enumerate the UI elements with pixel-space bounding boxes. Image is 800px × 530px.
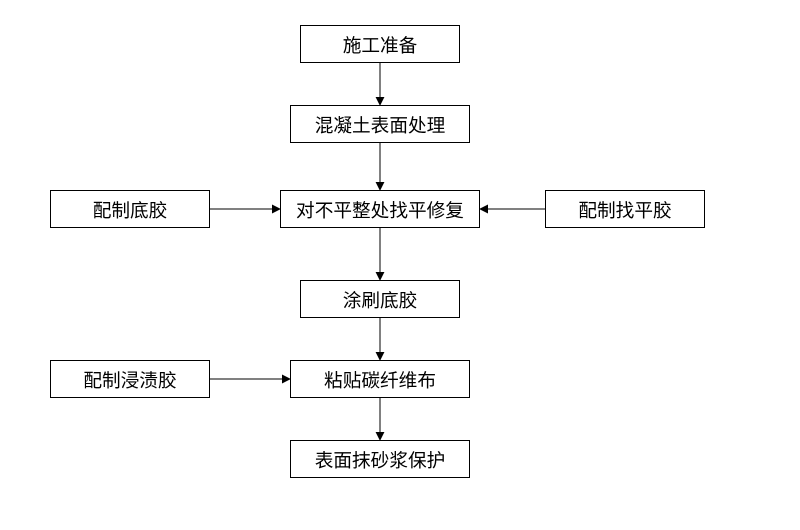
- flowchart-node-n1: 施工准备: [300, 25, 460, 63]
- flowchart-node-n6: 表面抹砂浆保护: [290, 440, 470, 478]
- flowchart-node-n4: 涂刷底胶: [300, 280, 460, 318]
- flowchart-node-label: 配制浸渍胶: [83, 366, 176, 393]
- flowchart-node-label: 施工准备: [343, 31, 418, 58]
- flowchart-node-label: 涂刷底胶: [343, 286, 418, 313]
- flowchart-node-n2: 混凝土表面处理: [290, 105, 470, 143]
- flowchart-node-label: 表面抹砂浆保护: [315, 446, 446, 473]
- flowchart-node-label: 对不平整处找平修复: [296, 196, 464, 223]
- flowchart-node-label: 粘贴碳纤维布: [324, 366, 436, 393]
- flowchart-node-label: 配制底胶: [93, 196, 168, 223]
- flowchart-node-s2: 配制找平胶: [545, 190, 705, 228]
- flowchart-container: 施工准备混凝土表面处理对不平整处找平修复涂刷底胶粘贴碳纤维布表面抹砂浆保护 配制底…: [0, 0, 800, 530]
- flowchart-node-s1: 配制底胶: [50, 190, 210, 228]
- flowchart-node-s3: 配制浸渍胶: [50, 360, 210, 398]
- flowchart-node-label: 混凝土表面处理: [315, 111, 446, 138]
- flowchart-node-n5: 粘贴碳纤维布: [290, 360, 470, 398]
- flowchart-node-label: 配制找平胶: [578, 196, 671, 223]
- flowchart-node-n3: 对不平整处找平修复: [280, 190, 480, 228]
